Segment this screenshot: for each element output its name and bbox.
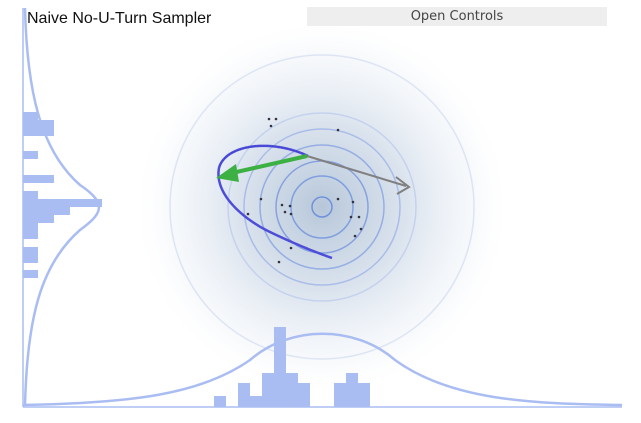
histogram-bar	[274, 327, 286, 407]
histogram-bar	[23, 151, 38, 159]
sample-point	[288, 204, 292, 208]
sample-point	[277, 260, 281, 264]
sample-point	[336, 128, 340, 132]
sample-point	[289, 246, 293, 250]
sample-point	[274, 117, 278, 121]
gray-arrow-icon	[306, 155, 411, 195]
sample-point	[359, 227, 363, 231]
histogram-bar	[298, 383, 310, 407]
histogram-bar	[346, 373, 358, 407]
histogram-bar	[23, 270, 38, 278]
contour-ring	[290, 175, 354, 239]
contour-ring	[311, 196, 333, 218]
page-title: Naive No-U-Turn Sampler	[27, 10, 212, 27]
histogram-bar	[23, 199, 102, 207]
bottom-marginal-histogram	[214, 327, 370, 407]
sample-point	[269, 124, 273, 128]
histogram-bar	[23, 247, 38, 255]
trajectory-dots	[218, 145, 309, 169]
histogram-bar	[23, 120, 54, 136]
histogram-bar	[23, 207, 70, 215]
bottom-marginal-curve	[22, 332, 623, 407]
sample-point	[336, 197, 340, 201]
hamiltonian-trajectory	[217, 144, 333, 260]
sample-points	[246, 117, 363, 264]
sample-point	[357, 215, 361, 219]
histogram-bar	[358, 383, 370, 407]
contour-ring	[243, 128, 401, 286]
sample-point	[280, 203, 284, 207]
sample-point	[246, 212, 250, 216]
sample-point	[283, 210, 287, 214]
sample-point	[289, 212, 293, 216]
density-contours	[169, 54, 475, 360]
sample-point	[349, 215, 353, 219]
histogram-bar	[250, 396, 262, 407]
sample-point	[267, 117, 271, 121]
histogram-bar	[262, 373, 274, 407]
sample-point	[353, 234, 357, 238]
sample-point	[351, 200, 355, 204]
histogram-bar	[238, 383, 250, 407]
left-marginal-curve	[23, 7, 101, 407]
histogram-bar	[23, 112, 38, 120]
histogram-bar	[23, 175, 54, 183]
density-glow	[132, 17, 512, 397]
histogram-bar	[23, 215, 54, 223]
histogram-bar	[23, 191, 38, 199]
histogram-bar	[23, 231, 38, 239]
contour-ring	[227, 112, 417, 302]
green-arrow-icon	[216, 154, 308, 182]
histogram-bar	[334, 383, 346, 407]
contour-ring	[169, 54, 475, 360]
contour-ring	[259, 144, 385, 270]
sample-point	[259, 197, 263, 201]
histogram-bar	[214, 396, 226, 407]
histogram-bar	[23, 223, 38, 231]
histogram-bar	[23, 255, 38, 263]
left-marginal-histogram	[23, 112, 102, 278]
open-controls-button[interactable]: Open Controls	[307, 7, 607, 26]
histogram-bar	[286, 373, 298, 407]
